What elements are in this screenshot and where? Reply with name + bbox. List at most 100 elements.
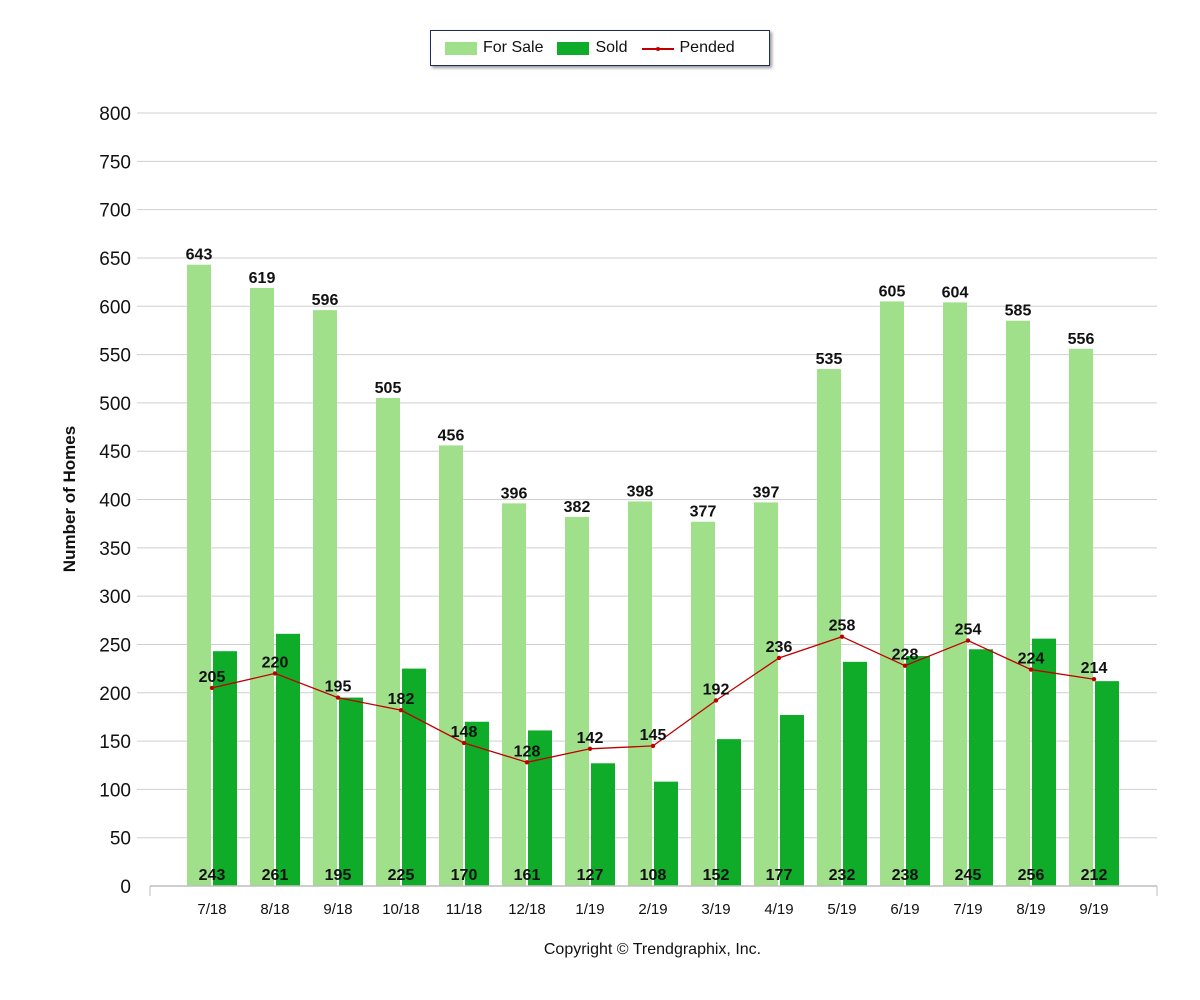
bar-sold (906, 656, 930, 886)
bar-sold (969, 649, 993, 886)
x-tick-label: 10/18 (382, 901, 420, 918)
data-label-sold: 170 (451, 867, 478, 884)
data-label-for-sale: 397 (753, 484, 780, 501)
bar-for-sale (313, 310, 337, 886)
pended-point (839, 634, 845, 639)
bar-sold (717, 739, 741, 886)
bar-for-sale (880, 301, 904, 886)
bar-sold (780, 714, 804, 886)
y-axis-title: Number of Homes (60, 426, 79, 572)
data-label-sold: 127 (577, 867, 604, 884)
data-label-pended: 214 (1081, 660, 1108, 677)
data-label-pended: 228 (892, 647, 919, 664)
data-label-for-sale: 605 (879, 283, 906, 300)
data-label-sold: 161 (514, 867, 541, 884)
legend-item-sold: Sold (557, 39, 628, 57)
legend-label-sold: Sold (595, 39, 628, 56)
bar-for-sale (502, 503, 526, 886)
bar-sold (402, 668, 426, 886)
data-label-pended: 236 (766, 639, 793, 656)
y-tick-label: 400 (99, 491, 131, 512)
legend-swatch-for-sale (445, 41, 477, 55)
bar-for-sale (817, 369, 841, 886)
x-tick-label: 6/19 (890, 901, 919, 918)
bar-sold (1095, 681, 1119, 886)
x-tick-label: 2/19 (638, 901, 667, 918)
bar-sold (1032, 638, 1056, 886)
data-label-sold: 238 (892, 867, 919, 884)
x-tick-label: 1/19 (575, 901, 604, 918)
pended-point (713, 698, 719, 703)
x-tick-label: 3/19 (701, 901, 730, 918)
x-tick-label: 8/19 (1016, 901, 1045, 918)
pended-point (902, 663, 908, 668)
bar-sold (276, 633, 300, 886)
x-tick-label: 5/19 (827, 901, 856, 918)
data-label-pended: 195 (325, 679, 352, 696)
y-tick-label: 600 (99, 297, 131, 318)
bar-sold (213, 651, 237, 886)
y-tick-label: 500 (99, 394, 131, 415)
y-tick-label: 450 (99, 442, 131, 463)
y-tick-label: 50 (110, 829, 131, 850)
pended-point (335, 695, 341, 700)
y-tick-label: 250 (99, 635, 131, 656)
data-label-pended: 205 (199, 669, 226, 686)
data-label-sold: 232 (829, 867, 856, 884)
pended-point (209, 685, 215, 691)
data-label-sold: 177 (766, 867, 793, 884)
bar-sold (591, 763, 615, 886)
data-label-sold: 261 (262, 867, 289, 884)
data-label-pended: 148 (451, 724, 478, 741)
data-label-pended: 224 (1018, 651, 1045, 668)
y-tick-label: 150 (99, 732, 131, 753)
data-label-for-sale: 396 (501, 485, 528, 502)
legend-label-for-sale: For Sale (483, 39, 544, 56)
y-tick-label: 200 (99, 684, 131, 705)
bar-sold (843, 661, 867, 886)
bar-for-sale (565, 516, 589, 886)
x-tick-label: 4/19 (764, 901, 793, 918)
data-label-for-sale: 556 (1068, 331, 1095, 348)
data-label-sold: 108 (640, 867, 667, 884)
legend-item-pended: Pended (641, 39, 735, 57)
pended-point (398, 707, 404, 713)
data-label-sold: 256 (1018, 867, 1045, 884)
x-tick-label: 9/19 (1079, 901, 1108, 918)
data-label-sold: 245 (955, 867, 982, 884)
data-label-for-sale: 505 (375, 380, 402, 397)
y-tick-label: 750 (99, 152, 131, 173)
bar-for-sale (943, 302, 967, 886)
pended-point (1091, 677, 1097, 682)
x-tick-label: 11/18 (446, 901, 482, 918)
bar-for-sale (439, 445, 463, 886)
bar-for-sale (1069, 348, 1093, 886)
pended-point (650, 743, 656, 749)
data-label-sold: 243 (199, 867, 226, 884)
data-label-for-sale: 643 (186, 247, 213, 264)
pended-point (1028, 667, 1034, 672)
chart-legend: For Sale Sold Pended (430, 30, 770, 66)
y-tick-label: 700 (99, 201, 131, 222)
pended-point (587, 746, 593, 751)
pended-point (965, 638, 971, 643)
legend-swatch-sold (557, 41, 590, 55)
data-label-for-sale: 377 (690, 504, 717, 521)
pended-point (272, 671, 278, 676)
data-label-pended: 182 (388, 691, 415, 708)
y-tick-label: 550 (99, 346, 131, 367)
legend-swatch-pended (641, 42, 674, 55)
pended-point (524, 760, 530, 765)
y-tick-label: 0 (120, 877, 131, 898)
bar-sold (339, 697, 363, 886)
data-label-for-sale: 585 (1005, 303, 1032, 320)
data-label-pended: 128 (514, 743, 541, 760)
x-tick-label: 7/19 (953, 901, 982, 918)
data-label-for-sale: 596 (312, 292, 339, 309)
data-label-for-sale: 398 (627, 483, 654, 500)
x-tick-label: 9/18 (323, 901, 352, 918)
y-tick-label: 100 (99, 780, 131, 801)
y-tick-label: 350 (99, 539, 131, 560)
data-label-pended: 220 (262, 654, 289, 671)
